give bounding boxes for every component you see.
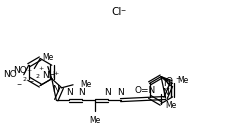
Text: N: N: [79, 88, 85, 97]
Text: −: −: [29, 78, 34, 84]
Text: 2: 2: [23, 77, 27, 82]
Text: N: N: [163, 79, 170, 88]
Text: Me: Me: [89, 116, 100, 125]
Text: N: N: [66, 88, 73, 97]
Text: O: O: [165, 77, 172, 86]
Text: N: N: [104, 88, 111, 97]
Text: NH: NH: [42, 71, 55, 80]
Text: +: +: [53, 71, 58, 76]
Text: N: N: [162, 88, 169, 97]
Text: NO: NO: [3, 70, 17, 79]
Text: Me: Me: [42, 53, 53, 62]
Text: +: +: [27, 68, 32, 73]
Text: N: N: [117, 88, 124, 97]
Text: N: N: [52, 85, 59, 94]
Text: Cl: Cl: [111, 7, 121, 17]
Text: +: +: [38, 66, 44, 71]
Text: 2: 2: [35, 73, 39, 78]
Text: −: −: [16, 82, 21, 87]
Text: Me: Me: [178, 76, 189, 85]
Text: NO: NO: [13, 66, 26, 75]
Text: Me: Me: [80, 80, 91, 89]
Text: Me: Me: [165, 101, 177, 110]
Text: −: −: [175, 76, 180, 81]
Text: −: −: [121, 8, 126, 13]
Text: O=N: O=N: [135, 86, 156, 95]
Text: +: +: [164, 86, 169, 91]
